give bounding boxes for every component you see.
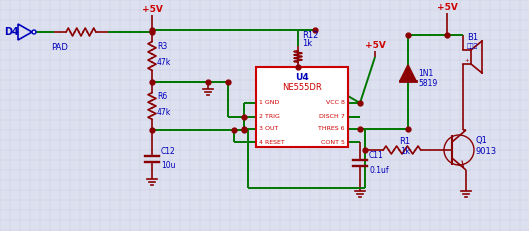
Text: U4: U4 [295, 73, 309, 82]
Text: THRES 6: THRES 6 [318, 127, 345, 131]
Text: 9013: 9013 [476, 148, 497, 156]
Text: CONT 5: CONT 5 [321, 140, 345, 145]
Text: R6: R6 [157, 92, 167, 101]
Text: PAD: PAD [51, 43, 68, 52]
Text: 1k: 1k [400, 146, 410, 155]
Text: 蜂鸣器: 蜂鸣器 [467, 43, 478, 49]
Text: 3 OUT: 3 OUT [259, 127, 278, 131]
Text: Q1: Q1 [476, 137, 488, 146]
Text: DISCH 7: DISCH 7 [319, 115, 345, 119]
Text: VCC 8: VCC 8 [326, 100, 345, 106]
Text: 0.1uf: 0.1uf [369, 166, 389, 175]
Text: +5V: +5V [436, 3, 458, 12]
Text: R12: R12 [302, 31, 318, 40]
Text: NE555DR: NE555DR [282, 83, 322, 92]
Text: 10u: 10u [161, 161, 176, 170]
Text: 47k: 47k [157, 108, 171, 117]
Text: 2 TRIG: 2 TRIG [259, 115, 280, 119]
Text: 1k: 1k [302, 40, 312, 49]
FancyBboxPatch shape [256, 67, 348, 147]
Text: R1: R1 [399, 137, 411, 146]
Text: +: + [464, 58, 469, 63]
Text: C12: C12 [161, 146, 176, 155]
Polygon shape [400, 65, 416, 81]
Text: C11: C11 [369, 151, 384, 160]
Text: D4: D4 [4, 27, 19, 37]
Text: 5819: 5819 [418, 79, 437, 88]
Text: 1 GND: 1 GND [259, 100, 279, 106]
Text: +5V: +5V [364, 41, 386, 50]
Text: B1: B1 [467, 33, 478, 42]
Text: 47k: 47k [157, 58, 171, 67]
Text: 1N1: 1N1 [418, 69, 433, 77]
Text: 4 RESEΤ: 4 RESEΤ [259, 140, 285, 145]
Text: R3: R3 [157, 42, 167, 51]
Text: +5V: +5V [142, 5, 162, 14]
